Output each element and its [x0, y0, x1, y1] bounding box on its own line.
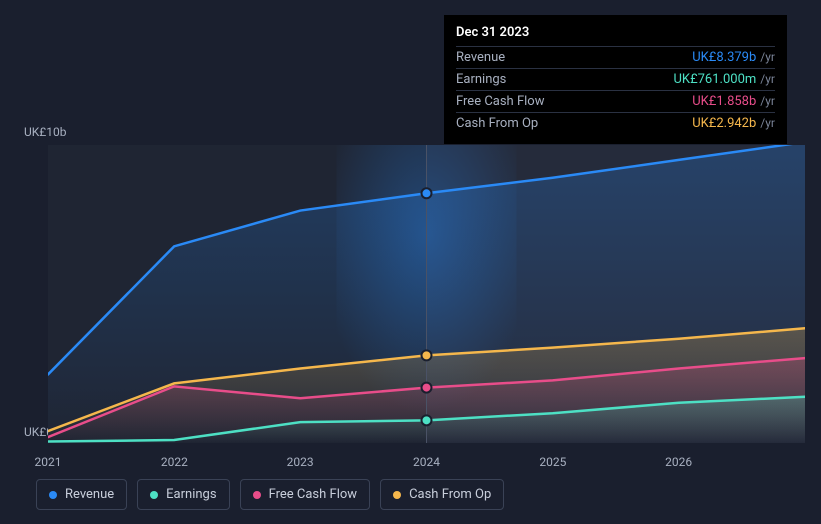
tooltip-row: Free Cash Flow UK£1.858b/yr [456, 90, 775, 112]
tooltip-metric-value: UK£1.858b [692, 94, 756, 109]
tooltip-metric-value: UK£2.942b [692, 116, 756, 131]
legend-dot-icon [393, 491, 401, 499]
chart-tooltip: Dec 31 2023 Revenue UK£8.379b/yr Earnings U… [444, 15, 787, 144]
x-axis-label: 2021 [35, 455, 62, 469]
tooltip-row: Cash From Op UK£2.942b/yr [456, 112, 775, 134]
legend-label: Cash From Op [409, 487, 491, 502]
x-axis-label: 2025 [539, 455, 566, 469]
x-axis-label: 2024 [413, 455, 440, 469]
x-axis-label: 2023 [287, 455, 314, 469]
legend-dot-icon [253, 491, 261, 499]
legend-label: Earnings [166, 487, 216, 502]
chart-legend: Revenue Earnings Free Cash Flow Cash From O… [36, 479, 504, 510]
tooltip-unit: /yr [760, 50, 775, 64]
legend-dot-icon [150, 491, 158, 499]
tooltip-row: Earnings UK£761.000m/yr [456, 68, 775, 90]
legend-item-cash-from-op[interactable]: Cash From Op [380, 479, 504, 510]
tooltip-metric-label: Earnings [456, 72, 506, 87]
legend-dot-icon [49, 491, 57, 499]
legend-item-earnings[interactable]: Earnings [137, 479, 229, 510]
tooltip-unit: /yr [760, 94, 775, 108]
tooltip-metric-value: UK£8.379b [692, 50, 756, 65]
tooltip-metric-label: Cash From Op [456, 116, 538, 131]
financial-chart: UK£10b UK£0 Past Analysts Forecasts 2021… [18, 0, 821, 524]
legend-item-free-cash-flow[interactable]: Free Cash Flow [240, 479, 370, 510]
legend-item-revenue[interactable]: Revenue [36, 479, 127, 510]
tooltip-row: Revenue UK£8.379b/yr [456, 46, 775, 68]
tooltip-metric-label: Revenue [456, 50, 505, 65]
x-axis-label: 2026 [665, 455, 692, 469]
tooltip-unit: /yr [760, 116, 775, 130]
legend-label: Revenue [65, 487, 114, 502]
legend-label: Free Cash Flow [269, 487, 357, 502]
tooltip-metric-label: Free Cash Flow [456, 94, 544, 109]
tooltip-unit: /yr [760, 72, 775, 86]
tooltip-date: Dec 31 2023 [456, 25, 775, 40]
tooltip-metric-value: UK£761.000m [673, 72, 756, 87]
x-axis-label: 2022 [161, 455, 188, 469]
y-axis-label-top: UK£10b [24, 125, 67, 139]
chart-svg[interactable] [48, 145, 805, 443]
